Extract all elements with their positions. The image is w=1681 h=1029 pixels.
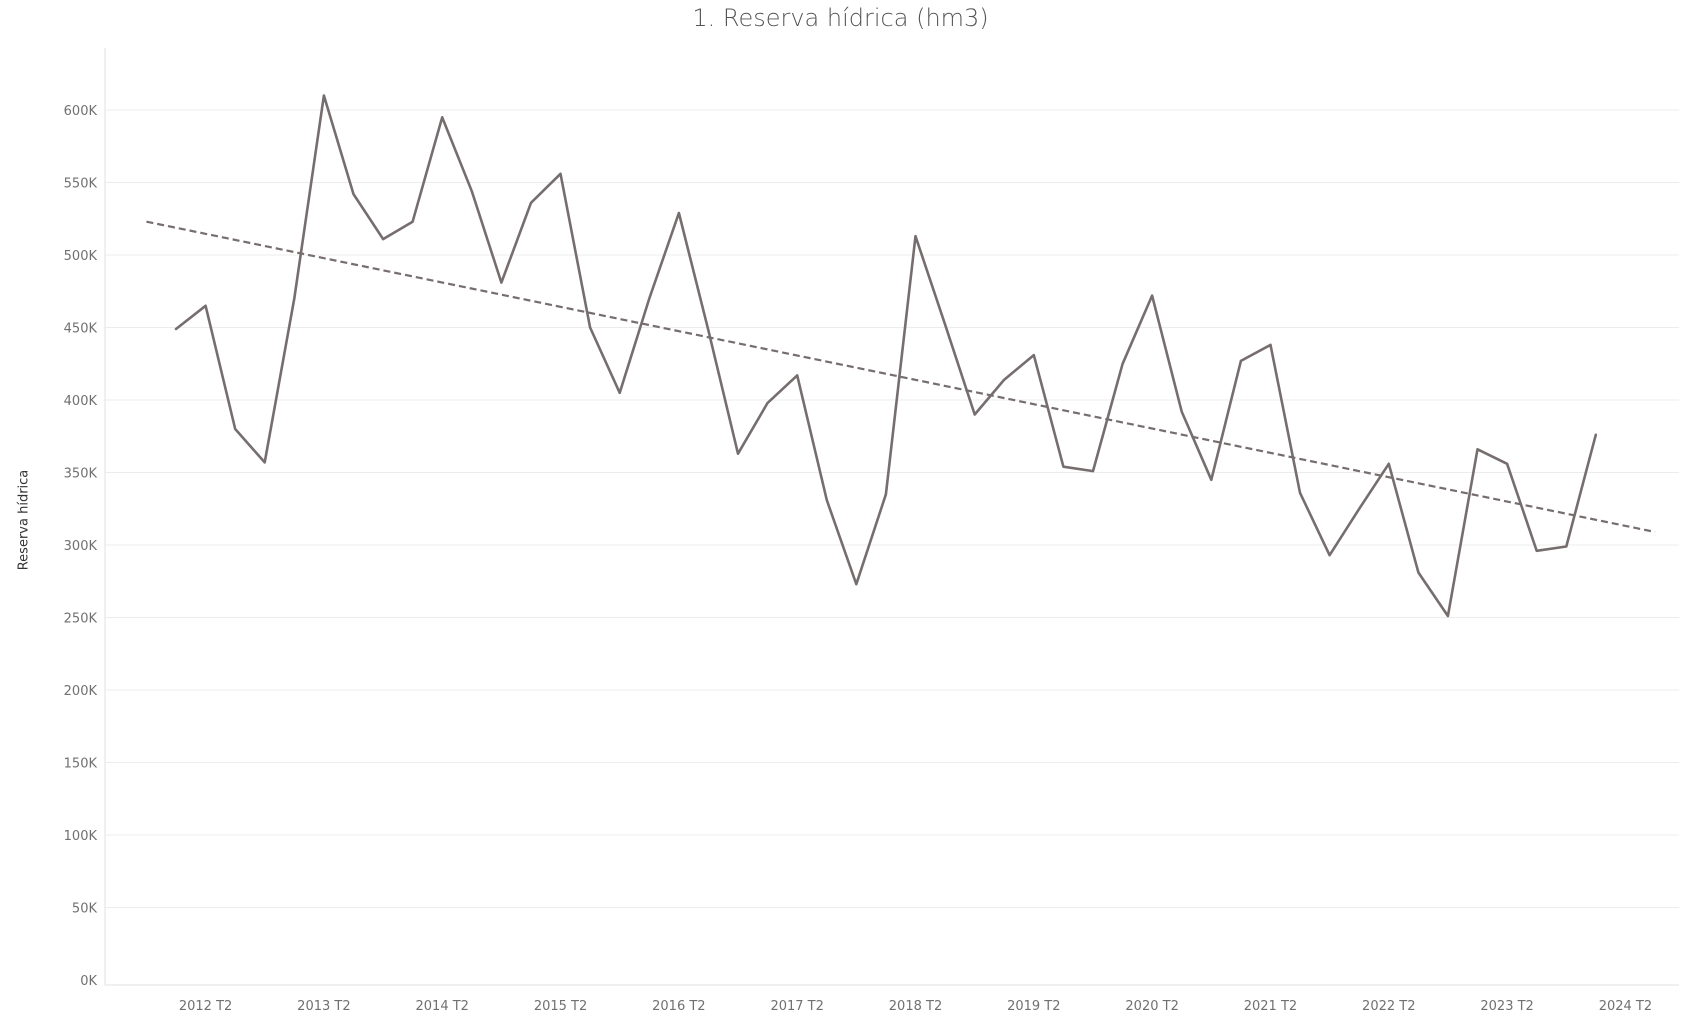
data-point[interactable] bbox=[203, 303, 209, 309]
data-point[interactable] bbox=[587, 325, 593, 331]
x-tick-label: 2015 T2 bbox=[534, 999, 587, 1014]
data-point[interactable] bbox=[646, 296, 652, 302]
series-layer bbox=[173, 93, 1599, 619]
x-tick-label: 2022 T2 bbox=[1362, 999, 1415, 1014]
data-point[interactable] bbox=[1327, 552, 1333, 558]
data-point[interactable] bbox=[173, 326, 179, 332]
data-point[interactable] bbox=[1001, 377, 1007, 383]
data-point[interactable] bbox=[676, 210, 682, 216]
data-point[interactable] bbox=[1179, 409, 1185, 415]
data-point[interactable] bbox=[1593, 432, 1599, 438]
x-axis-ticks: 2012 T2 2013 T2 2014 T2 2015 T2 2016 T2 2017 … bbox=[179, 999, 1652, 1014]
data-point[interactable] bbox=[1238, 358, 1244, 364]
x-tick-label: 2016 T2 bbox=[652, 999, 705, 1014]
x-tick-label: 2017 T2 bbox=[770, 999, 823, 1014]
data-point[interactable] bbox=[794, 372, 800, 378]
data-point[interactable] bbox=[853, 581, 859, 587]
data-point[interactable] bbox=[1267, 342, 1273, 348]
y-tick-label: 50K bbox=[72, 902, 98, 917]
data-point[interactable] bbox=[1356, 506, 1362, 512]
x-tick-label: 2020 T2 bbox=[1125, 999, 1178, 1014]
y-tick-label: 500K bbox=[64, 249, 98, 264]
data-point[interactable] bbox=[942, 322, 948, 328]
data-point[interactable] bbox=[1120, 361, 1126, 367]
data-point[interactable] bbox=[1504, 461, 1510, 467]
y-tick-label: 0K bbox=[80, 974, 97, 989]
data-point[interactable] bbox=[1031, 352, 1037, 358]
data-point[interactable] bbox=[1060, 464, 1066, 470]
data-point[interactable] bbox=[1208, 477, 1214, 483]
y-tick-label: 400K bbox=[64, 394, 98, 409]
trend-line-layer bbox=[146, 220, 1656, 534]
y-tick-label: 450K bbox=[64, 322, 98, 337]
data-point[interactable] bbox=[232, 426, 238, 432]
data-point[interactable] bbox=[321, 93, 327, 99]
data-point[interactable] bbox=[1386, 461, 1392, 467]
x-tick-label: 2019 T2 bbox=[1007, 999, 1060, 1014]
x-tick-label: 2024 T2 bbox=[1599, 999, 1652, 1014]
data-point[interactable] bbox=[913, 233, 919, 239]
data-point[interactable] bbox=[350, 191, 356, 197]
data-point[interactable] bbox=[291, 296, 297, 302]
y-axis-ticks: 0K 50K 100K 150K 200K 250K 300K 350K 400K 450K 500… bbox=[64, 104, 98, 989]
axes bbox=[104, 48, 1679, 986]
x-tick-label: 2018 T2 bbox=[889, 999, 942, 1014]
data-point[interactable] bbox=[498, 280, 504, 286]
data-point[interactable] bbox=[439, 114, 445, 120]
data-point[interactable] bbox=[1297, 490, 1303, 496]
data-point[interactable] bbox=[735, 451, 741, 457]
y-tick-label: 100K bbox=[64, 829, 98, 844]
data-point[interactable] bbox=[1445, 613, 1451, 619]
data-point[interactable] bbox=[972, 412, 978, 418]
data-point[interactable] bbox=[1563, 543, 1569, 549]
data-point[interactable] bbox=[824, 497, 830, 503]
y-tick-label: 600K bbox=[64, 104, 98, 119]
grid-lines bbox=[105, 109, 1679, 908]
x-tick-label: 2012 T2 bbox=[179, 999, 232, 1014]
y-tick-label: 150K bbox=[64, 757, 98, 772]
data-point[interactable] bbox=[617, 390, 623, 396]
data-point[interactable] bbox=[705, 327, 711, 333]
data-point[interactable] bbox=[1149, 293, 1155, 299]
data-point[interactable] bbox=[410, 219, 416, 225]
y-tick-label: 300K bbox=[64, 539, 98, 554]
data-point[interactable] bbox=[528, 200, 534, 206]
y-tick-label: 250K bbox=[64, 612, 98, 627]
data-point[interactable] bbox=[1415, 570, 1421, 576]
chart-title: 1. Reserva hídrica (hm3) bbox=[692, 4, 989, 32]
data-point[interactable] bbox=[469, 188, 475, 194]
x-tick-label: 2023 T2 bbox=[1480, 999, 1533, 1014]
series-line bbox=[174, 94, 1598, 618]
data-point[interactable] bbox=[558, 171, 564, 177]
y-tick-label: 550K bbox=[64, 177, 98, 192]
data-point[interactable] bbox=[1534, 548, 1540, 554]
y-tick-label: 350K bbox=[64, 467, 98, 482]
x-tick-label: 2021 T2 bbox=[1244, 999, 1297, 1014]
x-tick-label: 2013 T2 bbox=[297, 999, 350, 1014]
y-tick-label: 200K bbox=[64, 684, 98, 699]
x-tick-label: 2014 T2 bbox=[416, 999, 469, 1014]
data-point[interactable] bbox=[1090, 468, 1096, 474]
data-point[interactable] bbox=[1475, 446, 1481, 452]
data-point[interactable] bbox=[380, 236, 386, 242]
data-point[interactable] bbox=[262, 459, 268, 465]
trend-line bbox=[146, 220, 1656, 534]
data-point[interactable] bbox=[883, 491, 889, 497]
data-point[interactable] bbox=[765, 400, 771, 406]
